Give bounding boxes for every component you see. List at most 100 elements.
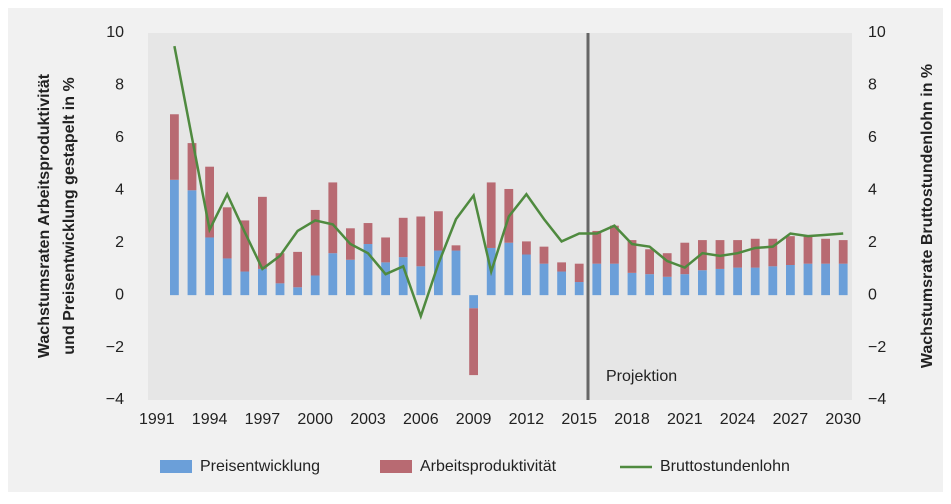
bar [398,257,408,296]
y2-tick-label: 0 [868,286,877,303]
x-tick-label: 1994 [192,411,228,428]
bar [170,114,179,180]
bar [310,275,320,296]
legend-swatch [380,460,412,473]
x-tick-label: 2015 [561,411,597,428]
bar [416,216,426,267]
bar [698,240,707,271]
y-tick-label: 8 [115,77,124,94]
x-tick-label: 2021 [667,411,703,428]
plot-area [148,33,852,400]
bar [416,266,426,296]
bar [610,263,619,296]
bar [187,143,197,191]
bar [328,182,338,254]
bar [645,249,654,275]
y2-axis-label: Wachstumsrate Bruttostundenlohn in % [919,64,936,368]
bar [733,267,742,296]
x-tick-label: 2006 [403,411,439,428]
bar [557,271,566,296]
bar [803,236,813,264]
bar [680,242,690,275]
bar [222,258,232,296]
bar [662,276,672,296]
bar [750,238,760,268]
legend-label: Preisentwicklung [200,458,320,475]
y2-tick-label: 8 [868,77,877,94]
x-tick-label: 2030 [825,411,861,428]
x-tick-label: 2018 [614,411,650,428]
bar [293,251,302,288]
y-tick-label: 0 [115,286,124,303]
bar [275,253,285,284]
bar [310,209,320,276]
bar [539,263,549,296]
y-tick-label: −4 [106,391,124,408]
y-tick-label: 2 [115,234,124,251]
legend-label: Bruttostundenlohn [660,458,790,475]
x-tick-label: 2000 [297,411,333,428]
bar [610,225,619,264]
x-tick-label: 2027 [773,411,809,428]
bar [205,166,214,238]
y-tick-label: 10 [106,24,124,41]
bar [328,253,338,296]
bar [592,263,602,296]
bar [363,223,373,245]
bar [522,254,531,296]
bar [240,220,250,272]
bar [275,283,285,296]
bar [821,263,830,296]
bar [838,240,848,264]
bar [451,250,461,296]
bar [486,182,496,248]
bar [645,274,654,296]
x-tick-label: 2009 [456,411,492,428]
y-axis-label: und Preisentwicklung gestapelt in % [61,77,78,354]
bar [522,241,531,255]
bar [786,236,795,265]
bar [627,240,637,273]
x-tick-label: 2024 [720,411,756,428]
y-tick-label: 6 [115,129,124,146]
bar [557,262,566,272]
legend-label: Arbeitsproduktivität [420,458,557,475]
bar [786,264,795,296]
bar [451,245,461,251]
bar [627,272,637,296]
bar [258,268,267,296]
bar [398,217,408,258]
bar [222,207,232,259]
y2-tick-label: 4 [868,182,877,199]
bar [469,295,478,309]
bar [187,190,197,296]
bar [539,246,549,264]
bar [258,196,267,269]
bar [698,270,707,296]
bar [574,282,584,296]
x-tick-label: 1997 [245,411,281,428]
bar [469,308,478,376]
y2-tick-label: −4 [868,391,886,408]
x-tick-label: 2012 [509,411,545,428]
bar [662,253,672,277]
bar [592,230,602,264]
bar [363,244,373,296]
y-tick-label: 4 [115,182,124,199]
bar [434,250,443,296]
bar [205,237,214,296]
bar [680,274,690,296]
bar [768,266,778,296]
bar [574,263,584,283]
x-tick-label: 2003 [350,411,386,428]
bar [504,242,514,296]
bar [715,240,725,269]
bar [346,259,355,296]
bar [715,268,725,296]
bar [170,179,179,296]
y2-tick-label: −2 [868,339,886,356]
bar [293,287,302,296]
bar [768,238,778,267]
line [173,45,844,320]
